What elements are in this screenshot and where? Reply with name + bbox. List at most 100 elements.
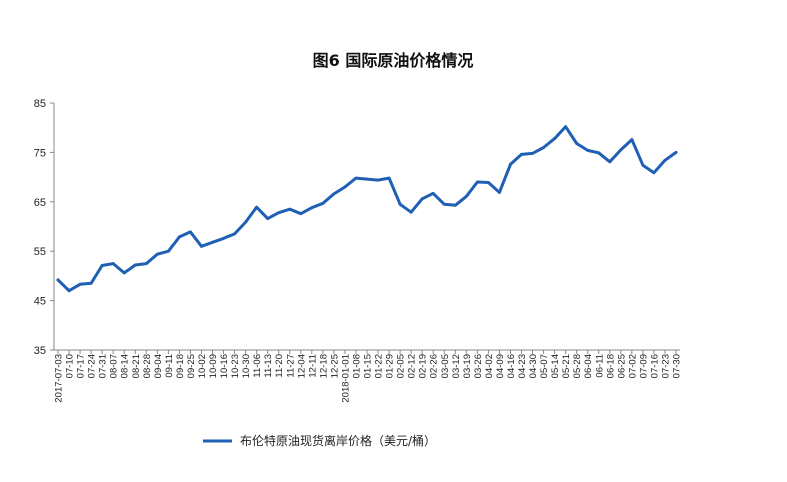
x-tick-label: 10-02 xyxy=(197,354,208,378)
legend: 布伦特原油现货离岸价格（美元/桶） xyxy=(203,433,436,448)
x-tick-label: 08-14 xyxy=(120,354,131,378)
x-tick-label: 09-04 xyxy=(153,354,164,378)
data-point xyxy=(354,176,358,180)
x-tick-labels: 2017-07-03 07-10 07-17 07-24 07-31 08-07 08-14… xyxy=(54,354,683,403)
data-point xyxy=(608,160,612,164)
data-point xyxy=(531,151,534,155)
x-tick-label: 03-05 xyxy=(440,354,451,378)
data-point xyxy=(111,262,115,265)
x-tick-label: 07-24 xyxy=(87,354,98,378)
x-tick-label: 07-30 xyxy=(672,354,683,378)
x-tick-label: 04-16 xyxy=(506,354,517,378)
data-point xyxy=(542,146,545,149)
data-point xyxy=(155,252,159,256)
x-tick-label: 02-26 xyxy=(429,354,440,378)
data-point xyxy=(453,203,457,207)
data-point xyxy=(166,249,170,253)
data-point xyxy=(431,192,435,195)
x-tick-label: 09-18 xyxy=(175,354,186,378)
x-tick-label: 03-19 xyxy=(462,354,473,378)
x-tick-label: 03-12 xyxy=(451,354,462,378)
data-point xyxy=(387,176,391,180)
data-point xyxy=(553,137,557,140)
data-point xyxy=(486,181,490,184)
data-point xyxy=(56,278,60,282)
x-tick-label: 11-27 xyxy=(285,354,296,378)
data-point xyxy=(100,264,104,267)
data-point xyxy=(189,230,192,234)
data-point xyxy=(630,138,634,141)
y-tick-labels: 35 45 55 65 75 85 xyxy=(34,98,46,357)
data-point xyxy=(663,158,667,162)
y-tick-label: 85 xyxy=(34,98,46,110)
x-tick-label: 11-20 xyxy=(274,354,285,378)
data-point xyxy=(464,194,468,198)
axes xyxy=(50,102,680,354)
x-tick-label: 09-25 xyxy=(186,354,197,378)
y-tick-label: 45 xyxy=(34,296,46,308)
x-tick-label: 01-29 xyxy=(385,354,396,378)
data-point xyxy=(288,207,292,211)
y-tick-label: 75 xyxy=(34,147,46,159)
x-tick-label: 04-23 xyxy=(517,354,528,378)
x-tick-label: 07-09 xyxy=(638,354,649,378)
data-point xyxy=(674,151,678,154)
x-tick-label: 08-07 xyxy=(109,354,120,378)
data-point xyxy=(177,235,181,239)
data-point xyxy=(409,210,413,214)
x-tick-label: 01-08 xyxy=(351,354,362,378)
x-tick-label: 07-10 xyxy=(65,354,76,378)
x-tick-label: 07-02 xyxy=(627,354,638,378)
data-point xyxy=(122,271,126,275)
data-point xyxy=(244,220,248,224)
x-tick-label: 2018-01-01 xyxy=(340,354,351,403)
x-tick-label: 05-14 xyxy=(550,354,561,378)
x-tick-label: 10-16 xyxy=(219,354,230,378)
data-point xyxy=(321,201,325,205)
x-tick-label: 08-21 xyxy=(131,354,142,378)
chart-title: 图6 国际原油价格情况 xyxy=(313,51,474,70)
x-tick-label: 05-21 xyxy=(561,354,572,378)
data-point xyxy=(222,236,225,240)
data-point xyxy=(144,262,148,265)
x-tick-label: 12-18 xyxy=(318,354,329,378)
x-tick-label: 02-12 xyxy=(407,354,418,378)
data-point xyxy=(78,282,82,286)
data-point xyxy=(641,163,645,167)
series-line-0 xyxy=(56,125,678,293)
x-tick-label: 12-11 xyxy=(307,354,318,378)
data-point xyxy=(376,178,380,182)
x-tick-label: 02-05 xyxy=(396,354,407,378)
x-tick-label: 05-28 xyxy=(572,354,583,378)
data-point xyxy=(343,185,347,189)
y-tick-label: 65 xyxy=(34,197,46,209)
x-tick-label: 08-28 xyxy=(142,354,153,378)
data-point xyxy=(619,148,623,152)
data-point xyxy=(509,162,512,166)
data-point xyxy=(332,192,336,196)
x-tick-label: 07-31 xyxy=(98,354,109,378)
x-tick-label: 04-30 xyxy=(528,354,539,378)
data-point xyxy=(398,202,402,206)
data-point xyxy=(586,149,590,152)
x-tick-label: 09-11 xyxy=(164,354,175,378)
x-tick-label: 07-16 xyxy=(649,354,660,378)
data-point xyxy=(498,191,501,194)
data-point xyxy=(442,202,446,206)
data-point xyxy=(365,177,369,181)
data-point xyxy=(597,151,601,155)
y-tick-label: 55 xyxy=(34,246,46,258)
x-tick-label: 05-07 xyxy=(539,354,550,378)
x-tick-label: 2017-07-03 xyxy=(54,354,65,403)
x-tick-label: 01-15 xyxy=(363,354,374,378)
x-tick-label: 04-09 xyxy=(495,354,506,378)
data-point xyxy=(299,212,303,216)
data-point xyxy=(133,263,137,267)
x-tick-label: 06-25 xyxy=(616,354,627,378)
y-tick-label: 35 xyxy=(34,345,46,357)
x-tick-label: 04-02 xyxy=(484,354,495,378)
data-point xyxy=(277,211,281,215)
data-point xyxy=(211,240,214,244)
x-tick-label: 10-23 xyxy=(230,354,241,378)
